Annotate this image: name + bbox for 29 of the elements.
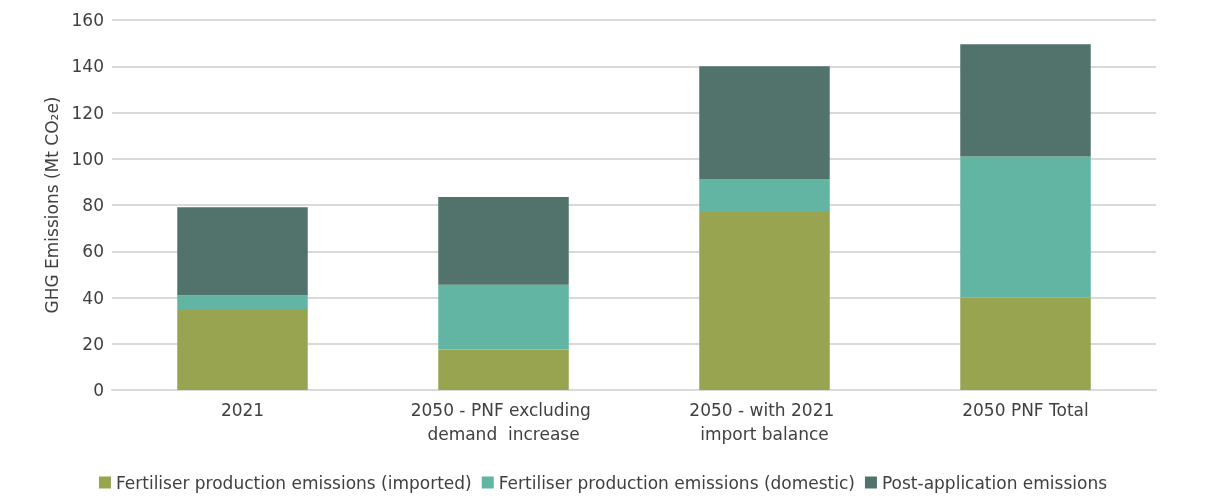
y-tick-label: 80: [82, 195, 104, 215]
bar: [960, 44, 1091, 157]
y-tick-label: 100: [71, 148, 104, 169]
bar: [699, 179, 830, 212]
bar: [438, 196, 569, 285]
bar: [960, 297, 1091, 390]
legend-label: Post-application emissions: [881, 472, 1108, 493]
y-tick-label: 120: [71, 102, 104, 123]
bar: [438, 349, 569, 390]
y-tick-label: 160: [71, 10, 104, 30]
bar: [177, 295, 308, 310]
x-tick-label: 2050 - with 2021 import balance: [689, 400, 840, 444]
x-tick-label: 2050 PNF Total: [962, 400, 1089, 420]
y-tick-label: 140: [71, 56, 104, 77]
y-tick-label: 0: [93, 380, 104, 400]
bar: [699, 66, 830, 180]
legend-label: Fertiliser production emissions (domestic): [498, 472, 855, 493]
bar: [699, 211, 830, 390]
bar: [177, 207, 308, 296]
y-tick-label: 20: [82, 333, 104, 354]
bar: [960, 156, 1091, 298]
y-tick-label: 40: [82, 287, 104, 308]
bar: [177, 309, 308, 390]
y-tick-label: 60: [82, 241, 104, 262]
x-tick-label: 2050 - PNF excluding demand increase: [410, 400, 597, 444]
legend-label: Fertiliser production emissions (imported): [115, 472, 472, 493]
y-axis-title: GHG Emissions (Mt CO₂e): [42, 96, 63, 314]
x-tick-label: 2021: [220, 400, 265, 420]
bar: [438, 284, 569, 350]
